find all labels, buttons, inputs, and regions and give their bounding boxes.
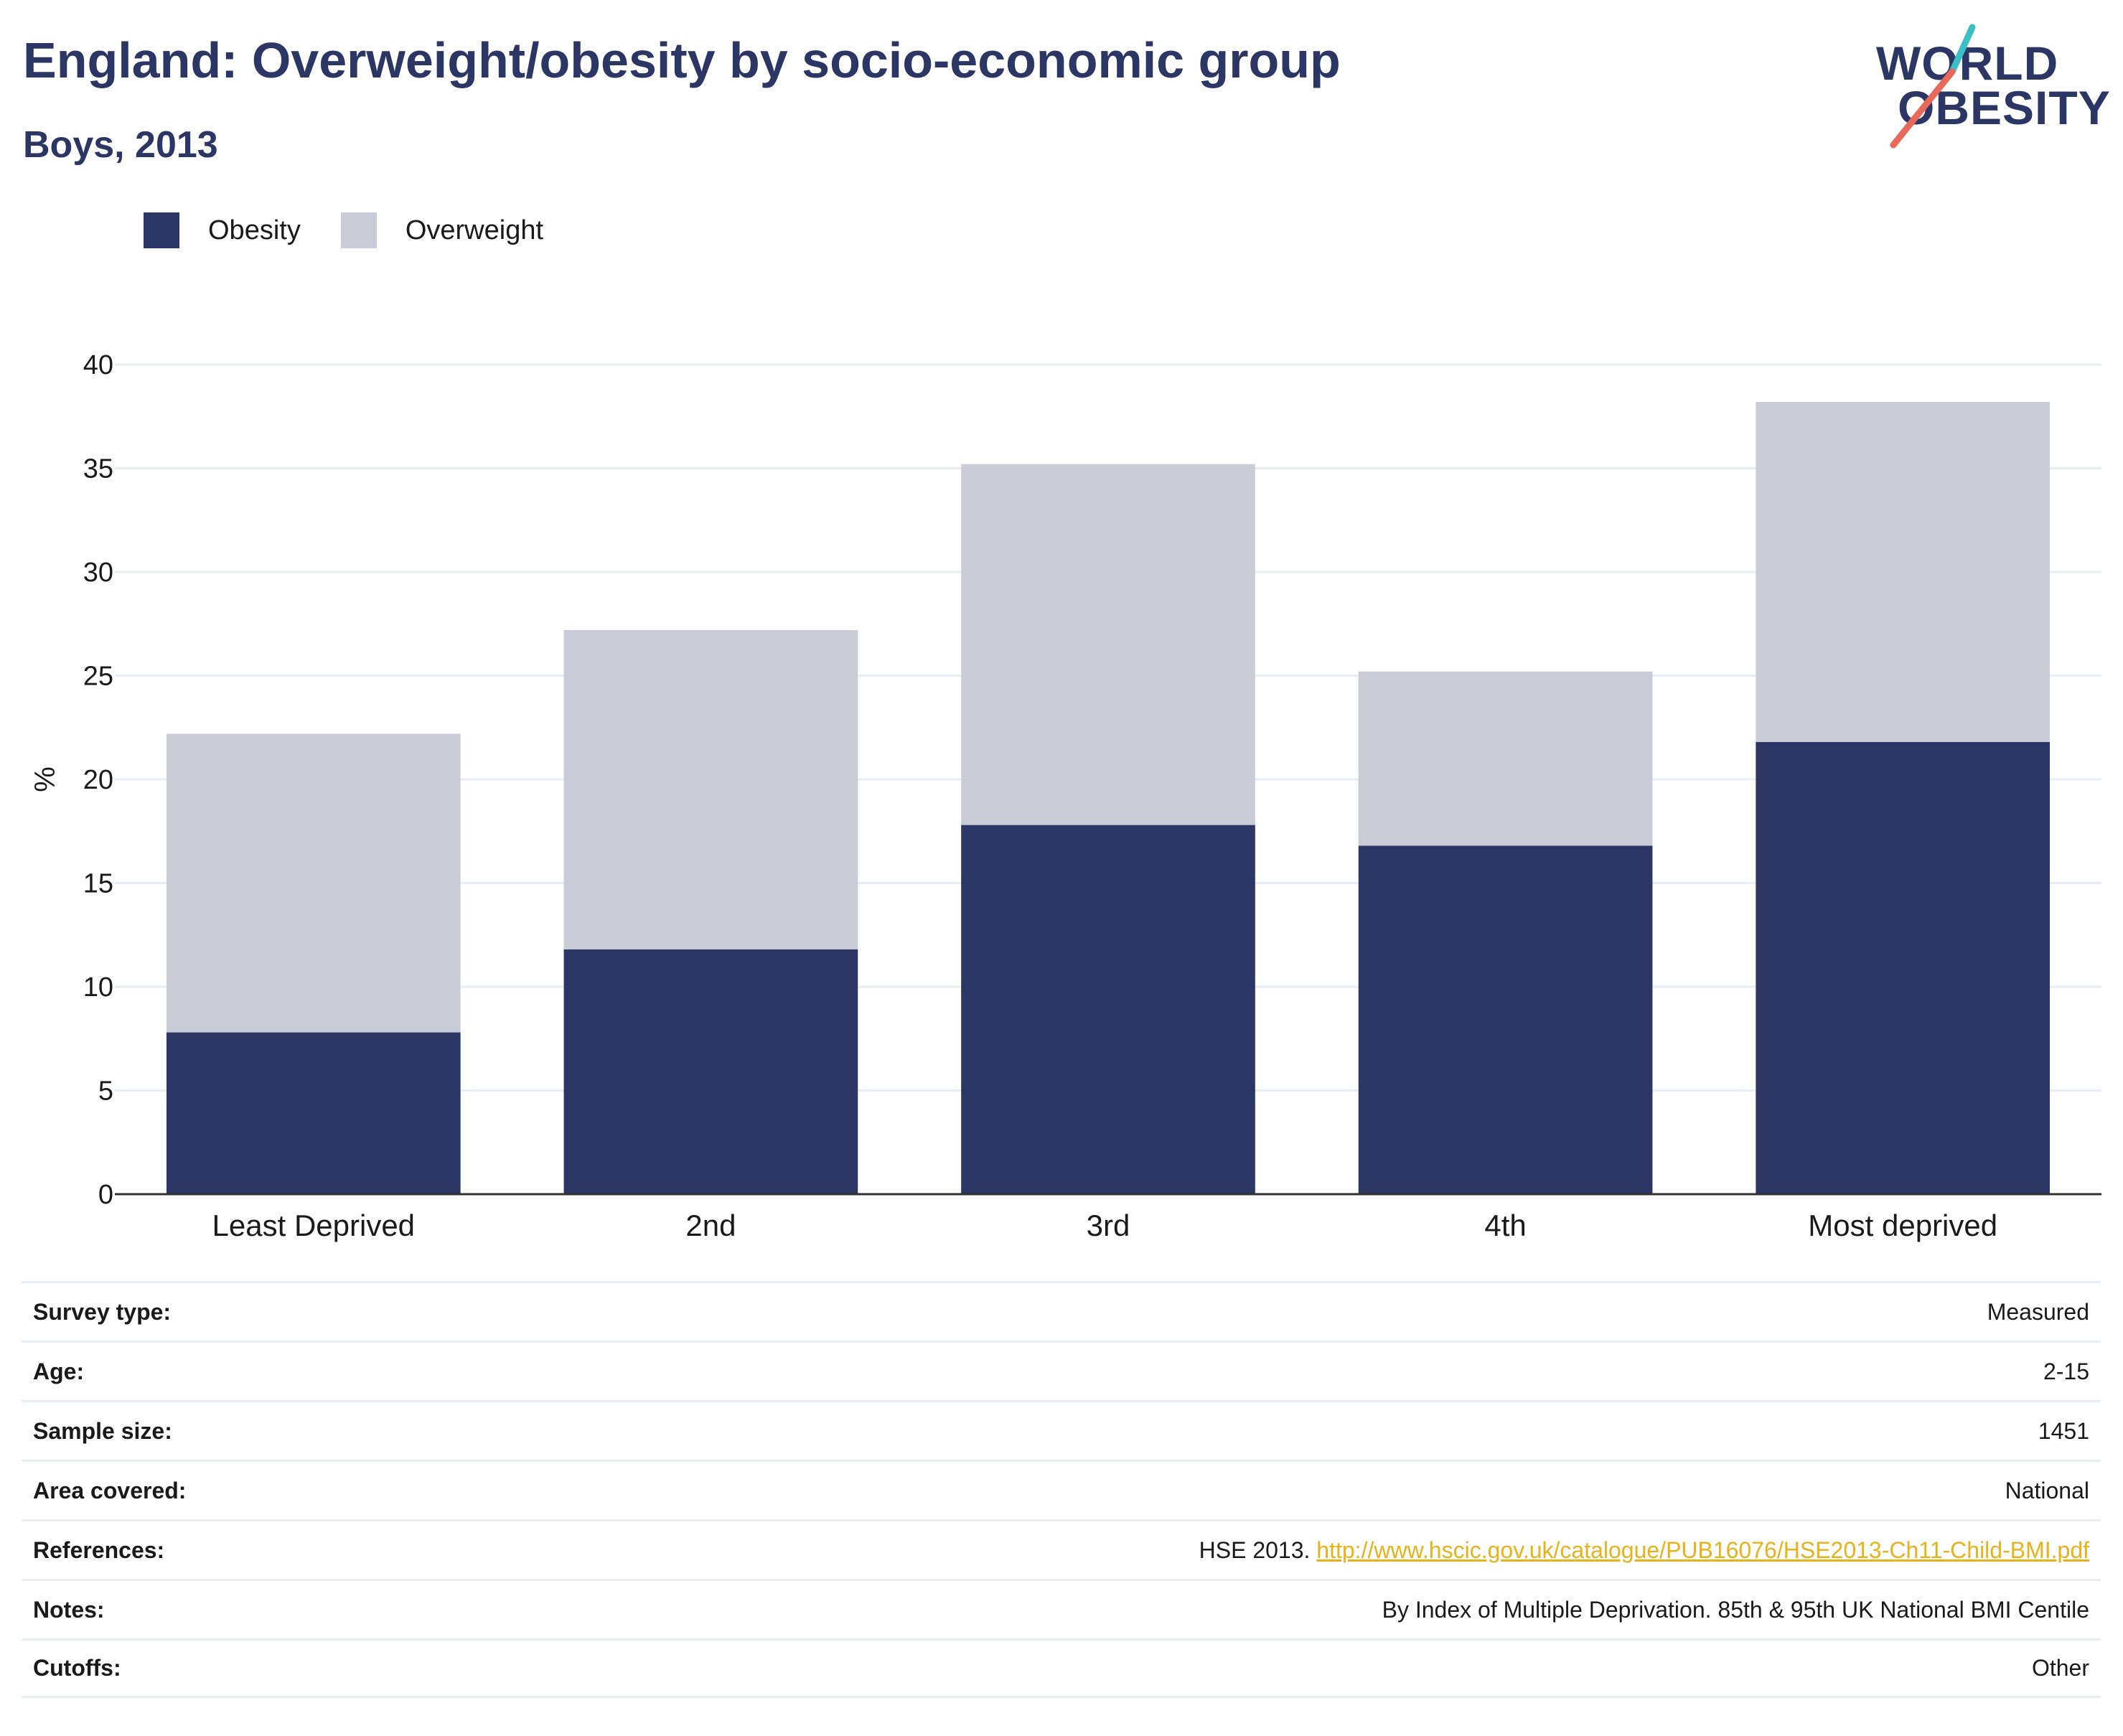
legend-swatch-obesity <box>144 212 179 248</box>
meta-row-cutoffs: Cutoffs: Other <box>22 1638 2101 1698</box>
bar-overweight <box>1756 402 2051 742</box>
bar-obesity <box>1756 741 2051 1194</box>
bar-overweight <box>563 629 858 949</box>
chart-legend: Obesity Overweight <box>144 212 584 248</box>
meta-value: Other <box>2031 1655 2089 1681</box>
logo-slash-icon <box>1890 24 1976 149</box>
y-tick-label: 5 <box>98 1076 113 1107</box>
meta-value: 1451 <box>2038 1417 2089 1444</box>
chart-subtitle: Boys, 2013 <box>23 124 218 166</box>
meta-value: HSE 2013. http://www.hscic.gov.uk/catalo… <box>1199 1537 2089 1564</box>
legend-item-obesity[interactable]: Obesity <box>144 212 301 248</box>
legend-item-overweight[interactable]: Overweight <box>340 212 544 248</box>
x-tick-label: 3rd <box>1087 1209 1130 1242</box>
meta-value: Measured <box>1987 1298 2089 1325</box>
stacked-bar-chart: 0 5 10 15 20 25 30 35 40% Least Deprived 2nd 3rd 4th… <box>29 350 2101 1242</box>
y-axis-label: % <box>29 766 61 792</box>
bar-overweight <box>961 464 1255 825</box>
bar-obesity <box>1358 845 1653 1194</box>
meta-value: By Index of Multiple Deprivation. 85th &… <box>1382 1596 2089 1623</box>
legend-label-overweight: Overweight <box>405 215 544 245</box>
meta-row-survey-type: Survey type: Measured <box>22 1281 2101 1341</box>
meta-key: Sample size: <box>33 1417 172 1444</box>
reference-link[interactable]: http://www.hscic.gov.uk/catalogue/PUB160… <box>1316 1536 2089 1563</box>
x-tick-label: Least Deprived <box>212 1209 416 1242</box>
survey-metadata-table: Survey type: Measured Age: 2-15 Sample s… <box>22 1281 2101 1698</box>
x-tick-label: 4th <box>1484 1209 1526 1242</box>
bar-overweight <box>1358 671 1653 846</box>
meta-key: Notes: <box>33 1596 105 1623</box>
meta-row-age: Age: 2-15 <box>22 1341 2101 1400</box>
y-tick-label: 10 <box>83 972 113 1003</box>
y-tick-label: 35 <box>83 454 113 484</box>
x-tick-label: 2nd <box>685 1209 736 1242</box>
y-tick-label: 0 <box>98 1180 113 1210</box>
bar-obesity <box>166 1032 461 1194</box>
x-tick-label: Most deprived <box>1808 1209 1997 1242</box>
reference-text: HSE 2013. <box>1199 1536 1311 1563</box>
y-tick-label: 15 <box>83 869 113 899</box>
legend-swatch-overweight <box>340 212 377 248</box>
meta-row-sample-size: Sample size: 1451 <box>22 1400 2101 1460</box>
meta-key: Area covered: <box>33 1477 187 1503</box>
y-tick-label: 40 <box>83 350 113 380</box>
world-obesity-logo: WORLD OBESITY <box>1873 22 2110 151</box>
bar-obesity <box>563 949 858 1194</box>
meta-row-notes: Notes: By Index of Multiple Deprivation.… <box>22 1579 2101 1638</box>
meta-key: Survey type: <box>33 1298 172 1325</box>
bar-overweight <box>166 733 461 1033</box>
meta-key: References: <box>33 1536 165 1563</box>
logo-line-2: OBESITY <box>1898 81 2111 134</box>
meta-key: Cutoffs: <box>33 1655 121 1681</box>
bar-obesity <box>961 825 1255 1194</box>
y-tick-label: 20 <box>83 765 113 795</box>
y-tick-label: 30 <box>83 558 113 588</box>
meta-value: 2-15 <box>2043 1358 2089 1384</box>
y-tick-label: 25 <box>83 662 113 692</box>
meta-row-area-covered: Area covered: National <box>22 1460 2101 1519</box>
meta-value: National <box>2005 1477 2089 1503</box>
legend-label-obesity: Obesity <box>208 215 301 245</box>
meta-key: Age: <box>33 1358 85 1384</box>
chart-title: England: Overweight/obesity by socio-eco… <box>23 32 1341 88</box>
meta-row-references: References: HSE 2013. http://www.hscic.g… <box>22 1519 2101 1579</box>
